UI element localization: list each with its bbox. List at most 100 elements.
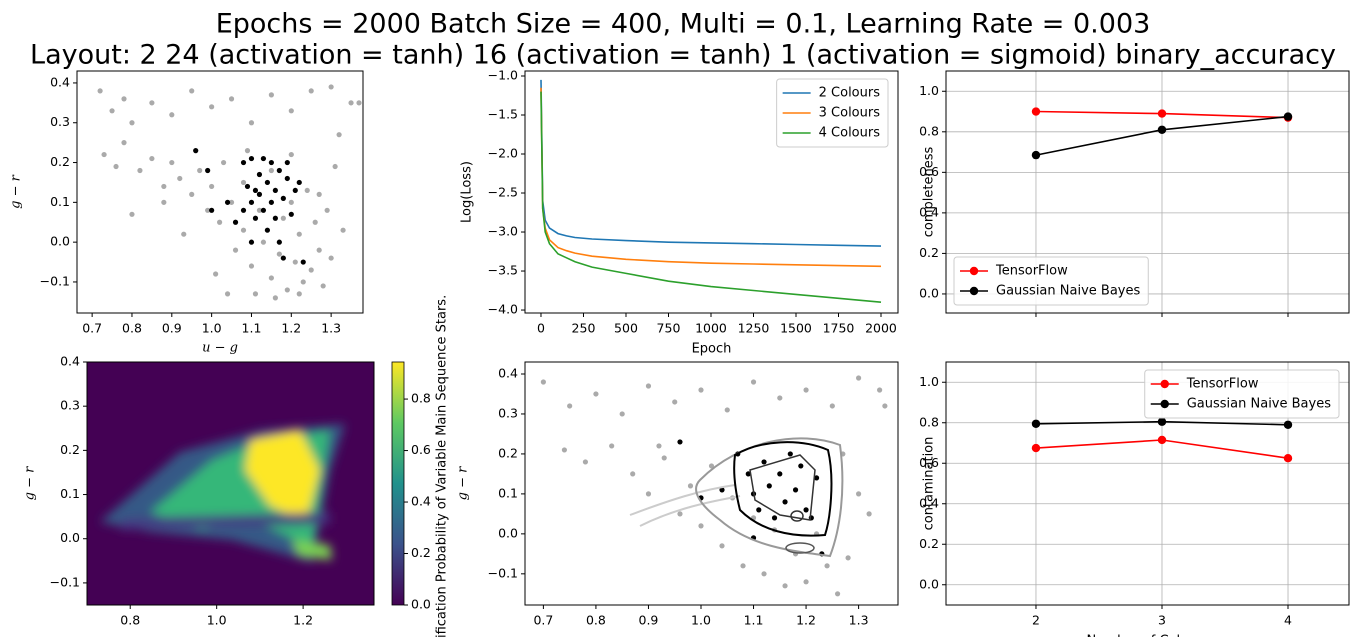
point	[882, 403, 888, 409]
point	[645, 491, 652, 497]
point	[197, 167, 203, 174]
point	[866, 511, 872, 517]
y-tick-label: −2.0	[488, 146, 518, 161]
point	[312, 219, 318, 225]
point	[248, 199, 255, 205]
y-tick-label: 0.2	[498, 445, 518, 460]
point	[121, 140, 127, 146]
colorbar-tick-label: 0.8	[411, 391, 431, 406]
point	[256, 207, 263, 213]
y-tick-label: 1.0	[919, 83, 939, 98]
point	[756, 507, 762, 513]
point	[288, 211, 294, 217]
marker	[1283, 420, 1293, 429]
x-tick-label: 1000	[695, 321, 727, 336]
point	[855, 491, 862, 497]
title: Epochs = 2000 Batch Size = 400, Multi = …	[216, 9, 1151, 40]
legend-label: 4 Colours	[819, 126, 881, 141]
y-tick-label: 0.4	[60, 354, 80, 369]
legend-marker	[969, 266, 979, 276]
point	[284, 287, 290, 293]
y-tick-label: 0.4	[919, 495, 939, 510]
point	[316, 247, 322, 253]
point	[248, 239, 255, 245]
panel: 0.7 0.8 0.9 1.0 1.1 1.2 1.3 −0.1 0.0 0.1 0.2 0.3 0.4…	[456, 362, 898, 637]
point	[672, 399, 678, 405]
point	[834, 591, 841, 597]
marker	[1157, 435, 1167, 445]
point	[205, 167, 211, 174]
line	[540, 87, 882, 268]
point	[272, 215, 278, 221]
point	[264, 227, 271, 233]
axes-frame	[76, 70, 364, 314]
x-axis-label: Number of Colours	[1087, 634, 1209, 637]
point	[169, 159, 175, 166]
point	[777, 471, 783, 477]
x-tick-label: 1.0	[202, 321, 222, 336]
y-tick-label: −0.1	[50, 574, 80, 589]
point	[244, 183, 251, 190]
y-tick-label: 0.6	[919, 164, 939, 179]
point	[248, 155, 255, 162]
point	[232, 219, 239, 225]
point	[149, 155, 155, 162]
y-axis-label: g − r	[456, 466, 471, 500]
y-axis-label: g − r	[9, 174, 24, 208]
point	[316, 191, 322, 197]
y-tick-label: 1.0	[919, 374, 939, 389]
x-tick-label: 1750	[823, 321, 855, 336]
x-tick-label: 0.8	[586, 613, 606, 628]
point	[260, 207, 267, 213]
y-tick-label: 0.3	[50, 114, 70, 129]
marker	[1157, 109, 1167, 118]
point	[340, 227, 346, 233]
point	[661, 455, 667, 461]
point	[296, 179, 302, 186]
point	[750, 379, 757, 385]
point	[272, 187, 278, 194]
colorbar-tick-label: 0.6	[411, 442, 431, 457]
point	[824, 563, 830, 569]
panel: 0.8 1.0 1.2 −0.1 0.0 0.1 0.2 0.3 0.4 u − g g − r	[23, 354, 314, 637]
x-tick-label: 1.2	[293, 613, 313, 628]
colorbar-tick-label: 0.0	[411, 597, 431, 612]
point	[244, 148, 251, 154]
point	[264, 179, 271, 186]
point	[593, 391, 599, 397]
point	[561, 447, 568, 453]
x-tick-label: 0.9	[639, 613, 659, 628]
y-axis-label: contamination	[922, 437, 937, 531]
point	[260, 155, 267, 162]
point	[356, 100, 362, 106]
x-tick-label: 1500	[780, 321, 812, 336]
point	[766, 483, 772, 489]
y-tick-label: 0.8	[919, 414, 939, 429]
point	[877, 387, 883, 393]
axes-frame	[524, 70, 899, 314]
point	[232, 247, 239, 253]
point	[777, 395, 783, 401]
y-tick-label: 0.0	[919, 576, 939, 591]
x-axis-label: u − g	[202, 341, 238, 356]
point	[177, 175, 183, 182]
plot-area	[77, 71, 363, 313]
y-axis-label: completeness	[922, 147, 937, 238]
legend-label: Gaussian Naive Bayes	[996, 284, 1140, 299]
marker	[1031, 150, 1041, 160]
point	[284, 175, 290, 182]
legend: TensorFlow Gaussian Naive Bayes	[1144, 369, 1340, 419]
marker	[1031, 107, 1041, 116]
point	[328, 84, 334, 90]
x-axis-label: u − g	[213, 634, 249, 637]
point	[708, 463, 715, 469]
y-tick-label: −1.0	[488, 67, 518, 82]
point	[268, 167, 274, 174]
x-axis-label: u − g	[694, 634, 730, 637]
point	[276, 251, 282, 257]
x-tick-label: 1250	[738, 321, 770, 336]
y-tick-label: 0.4	[919, 204, 939, 219]
point	[129, 211, 135, 217]
marker	[1157, 125, 1167, 134]
